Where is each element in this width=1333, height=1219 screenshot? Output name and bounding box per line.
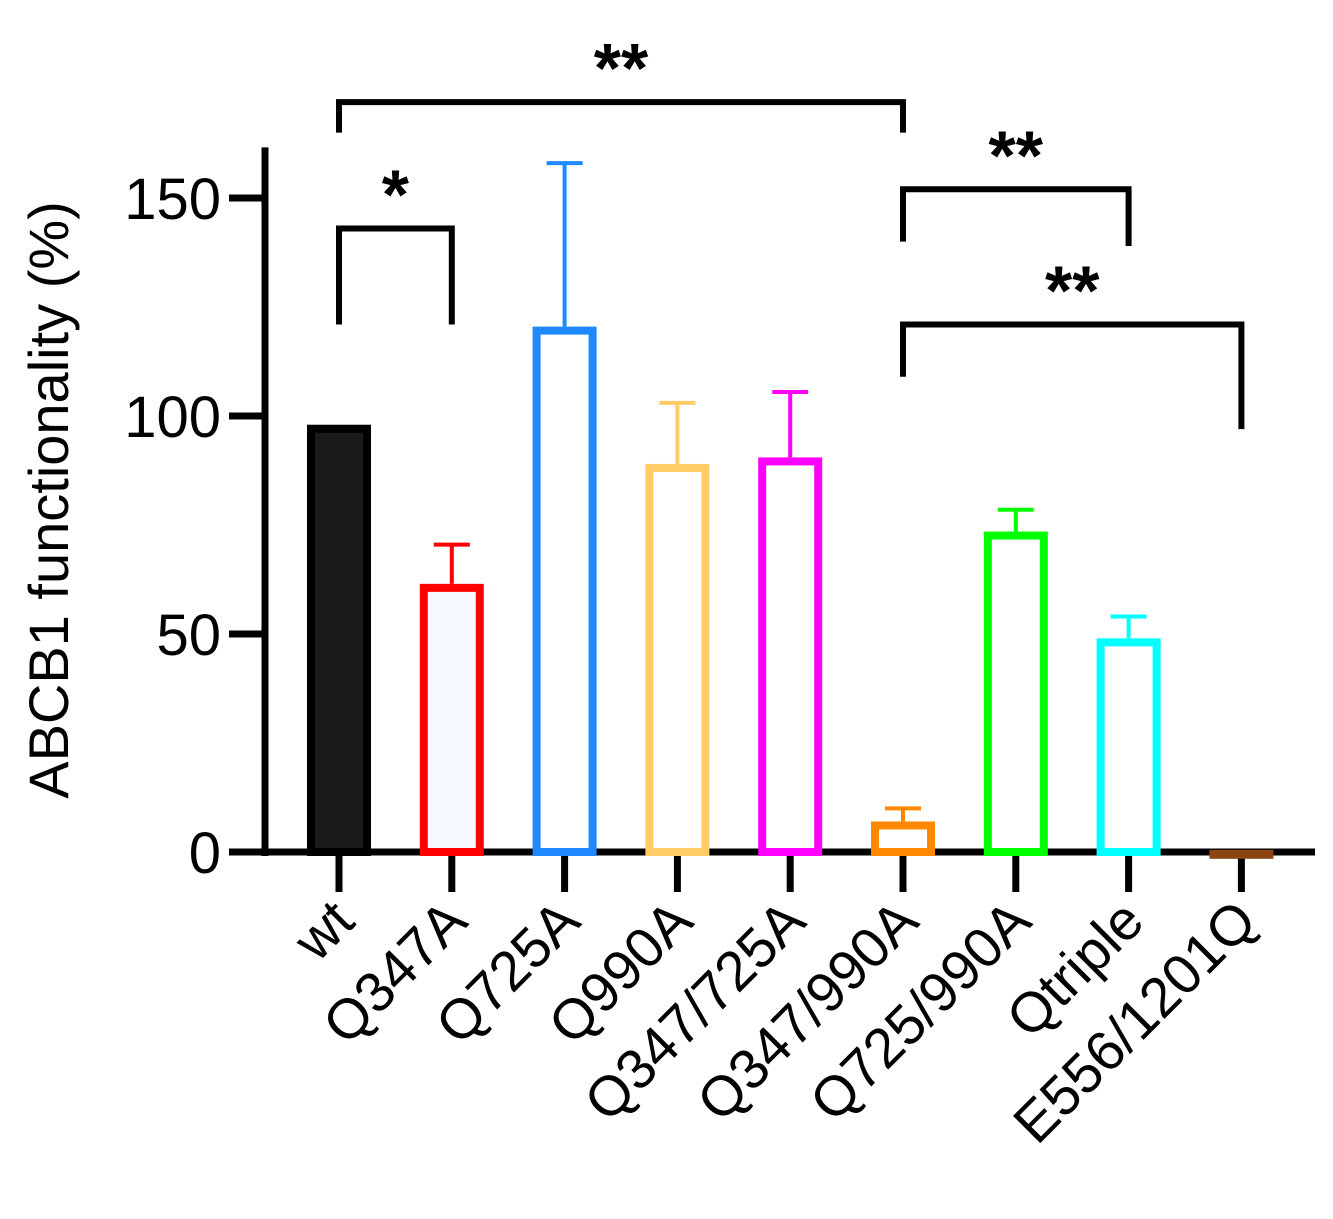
x-axis: wtQ347AQ725AQ990AQ347/725AQ347/990AQ725/…	[261, 848, 1315, 1155]
significance-label: *	[382, 156, 410, 234]
error-bar	[1110, 614, 1147, 639]
y-tick-label: 50	[156, 603, 221, 668]
x-tick-label: wt	[281, 888, 366, 973]
bar	[1096, 638, 1161, 856]
bracket-line	[336, 225, 455, 325]
significance-label: **	[989, 116, 1044, 194]
y-tick-label: 150	[124, 167, 221, 232]
bar	[758, 457, 823, 856]
y-axis: 0 50 100 150	[124, 147, 269, 886]
significance-brackets: *******	[336, 29, 1245, 430]
bracket-line	[336, 99, 906, 133]
error-bar	[885, 806, 921, 822]
bars	[307, 326, 1274, 859]
significance-bracket: *	[336, 156, 455, 325]
bar	[532, 326, 597, 856]
error-bar	[433, 542, 470, 584]
significance-label: **	[594, 29, 649, 107]
significance-bracket: **	[900, 116, 1132, 246]
bar	[419, 583, 484, 856]
significance-bracket: **	[336, 29, 906, 133]
bar	[645, 463, 710, 856]
y-axis-label: ABCB1 functionality (%)	[17, 201, 80, 799]
error-bar	[997, 507, 1034, 532]
bar	[307, 424, 371, 856]
significance-label: **	[1045, 251, 1100, 329]
bar	[1209, 849, 1274, 859]
significance-bracket: **	[900, 251, 1245, 430]
bar	[871, 821, 935, 856]
y-tick-label: 0	[189, 821, 221, 886]
bracket-line	[900, 186, 1132, 246]
error-bars	[433, 161, 1147, 822]
error-bar	[546, 161, 583, 327]
bar	[983, 531, 1048, 856]
error-bar	[659, 400, 696, 464]
bracket-line	[900, 321, 1245, 430]
y-tick-label: 100	[124, 385, 221, 450]
error-bar	[772, 390, 809, 458]
